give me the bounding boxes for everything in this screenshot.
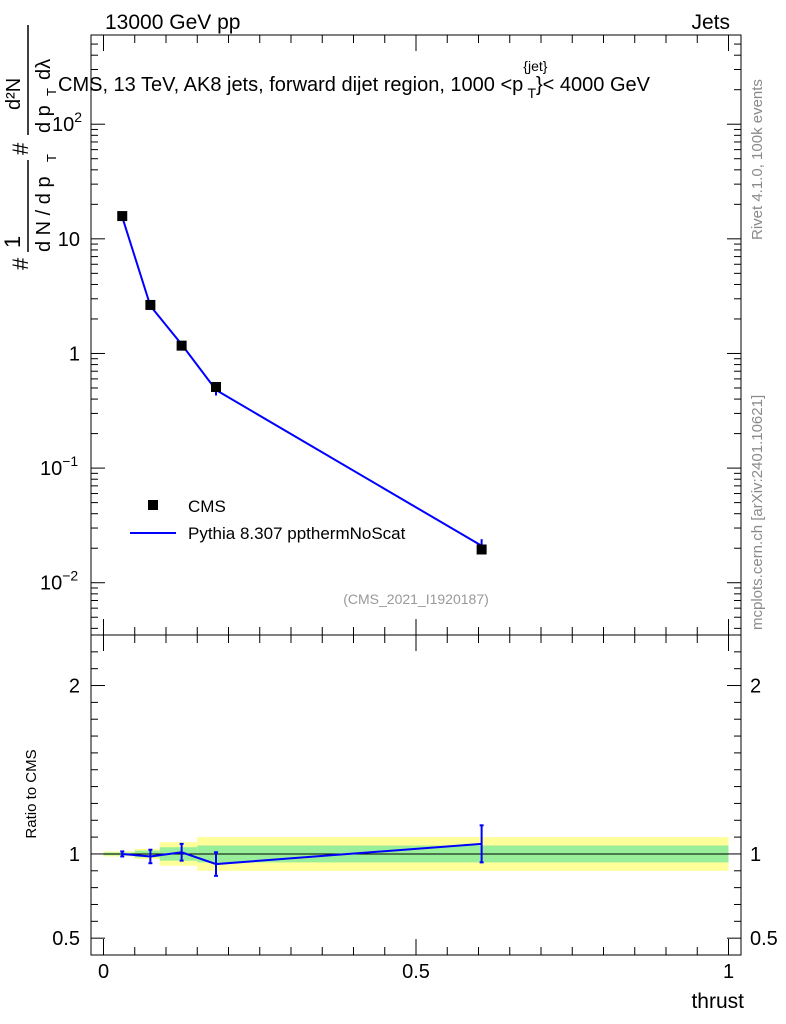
y-tick-label-exponent: −1	[62, 453, 78, 469]
y-tick-label: 1	[69, 343, 80, 365]
y-label-dlambda: dλ	[33, 59, 55, 80]
ratio-axis-ticks: 0.5 0.5 1 1 2 2	[52, 651, 778, 950]
x-tick-label: 0.5	[402, 961, 430, 983]
header-energy: 13000 GeV pp	[105, 11, 240, 34]
y-label-dn-dpt: d N / d p	[33, 176, 55, 252]
y-tick-label-base: 10	[40, 458, 62, 480]
y-tick-label-base: 10	[40, 573, 62, 595]
y-label-hash-2: #	[8, 142, 33, 155]
chart-title-sub: T	[527, 85, 536, 101]
cms-data-point	[145, 299, 156, 310]
ratio-y-tick-label-right: 1	[750, 844, 761, 866]
ratio-y-tick-label: 2	[69, 676, 80, 698]
ratio-y-tick-label: 1	[69, 844, 80, 866]
legend-pythia-label: Pythia 8.307 ppthermNoScat	[188, 524, 406, 543]
cms-data-point	[476, 544, 487, 555]
y-tick-label: 10−2	[40, 568, 78, 595]
y-tick-label-exponent: 2	[74, 109, 82, 125]
y-tick-label-exponent: −2	[62, 568, 78, 584]
y-label-one: 1	[0, 236, 25, 248]
y-label-t-sub-2: T	[44, 88, 59, 96]
cms-data-point	[211, 381, 221, 392]
ratio-plot-marks	[103, 824, 729, 877]
chart-title-sup: {jet}	[523, 58, 547, 74]
y-tick-label: 10	[58, 229, 80, 251]
x-axis-label: thrust	[691, 990, 744, 1013]
legend-cms-marker	[148, 500, 158, 510]
legend: CMS Pythia 8.307 ppthermNoScat	[130, 497, 406, 543]
y-tick-label: 102	[52, 109, 82, 136]
chart-title-tail: }< 4000 GeV	[536, 74, 651, 96]
y-label-dpt: d p	[33, 105, 55, 133]
y-axis-label: # 1 d N / d p T # d²N d p T dλ	[0, 25, 59, 270]
y-label-d2n: d²N	[3, 78, 25, 110]
header-process: Jets	[691, 11, 730, 34]
y-label-hash: #	[8, 257, 33, 270]
rivet-version-label: Rivet 4.1.0, 100k events	[749, 79, 766, 240]
y-label-t-sub: T	[44, 154, 59, 162]
y-tick-label-base: 10	[52, 114, 74, 136]
analysis-watermark: (CMS_2021_I1920187)	[343, 591, 489, 607]
ratio-y-tick-label-right: 2	[750, 676, 761, 698]
main-plot-marks	[117, 211, 487, 555]
ratio-y-tick-label: 0.5	[52, 928, 80, 950]
ratio-y-axis-label: Ratio to CMS	[23, 749, 40, 838]
ratio-y-tick-label-right: 0.5	[750, 928, 778, 950]
chart-title: CMS, 13 TeV, AK8 jets, forward dijet reg…	[58, 58, 651, 101]
legend-cms-label: CMS	[188, 497, 226, 516]
main-plot-frame	[90, 34, 742, 636]
x-tick-label: 1	[723, 961, 734, 983]
chart-title-main: CMS, 13 TeV, AK8 jets, forward dijet reg…	[58, 74, 523, 96]
y-tick-label: 10−1	[40, 453, 78, 480]
cms-data-point	[176, 340, 187, 351]
pythia-line	[121, 216, 483, 547]
mcplots-source-label: mcplots.cern.ch [arXiv:2401.10621]	[749, 395, 766, 630]
ratio-plot-frame	[90, 634, 742, 956]
cms-data-point	[117, 211, 128, 222]
x-tick-label: 0	[98, 961, 109, 983]
